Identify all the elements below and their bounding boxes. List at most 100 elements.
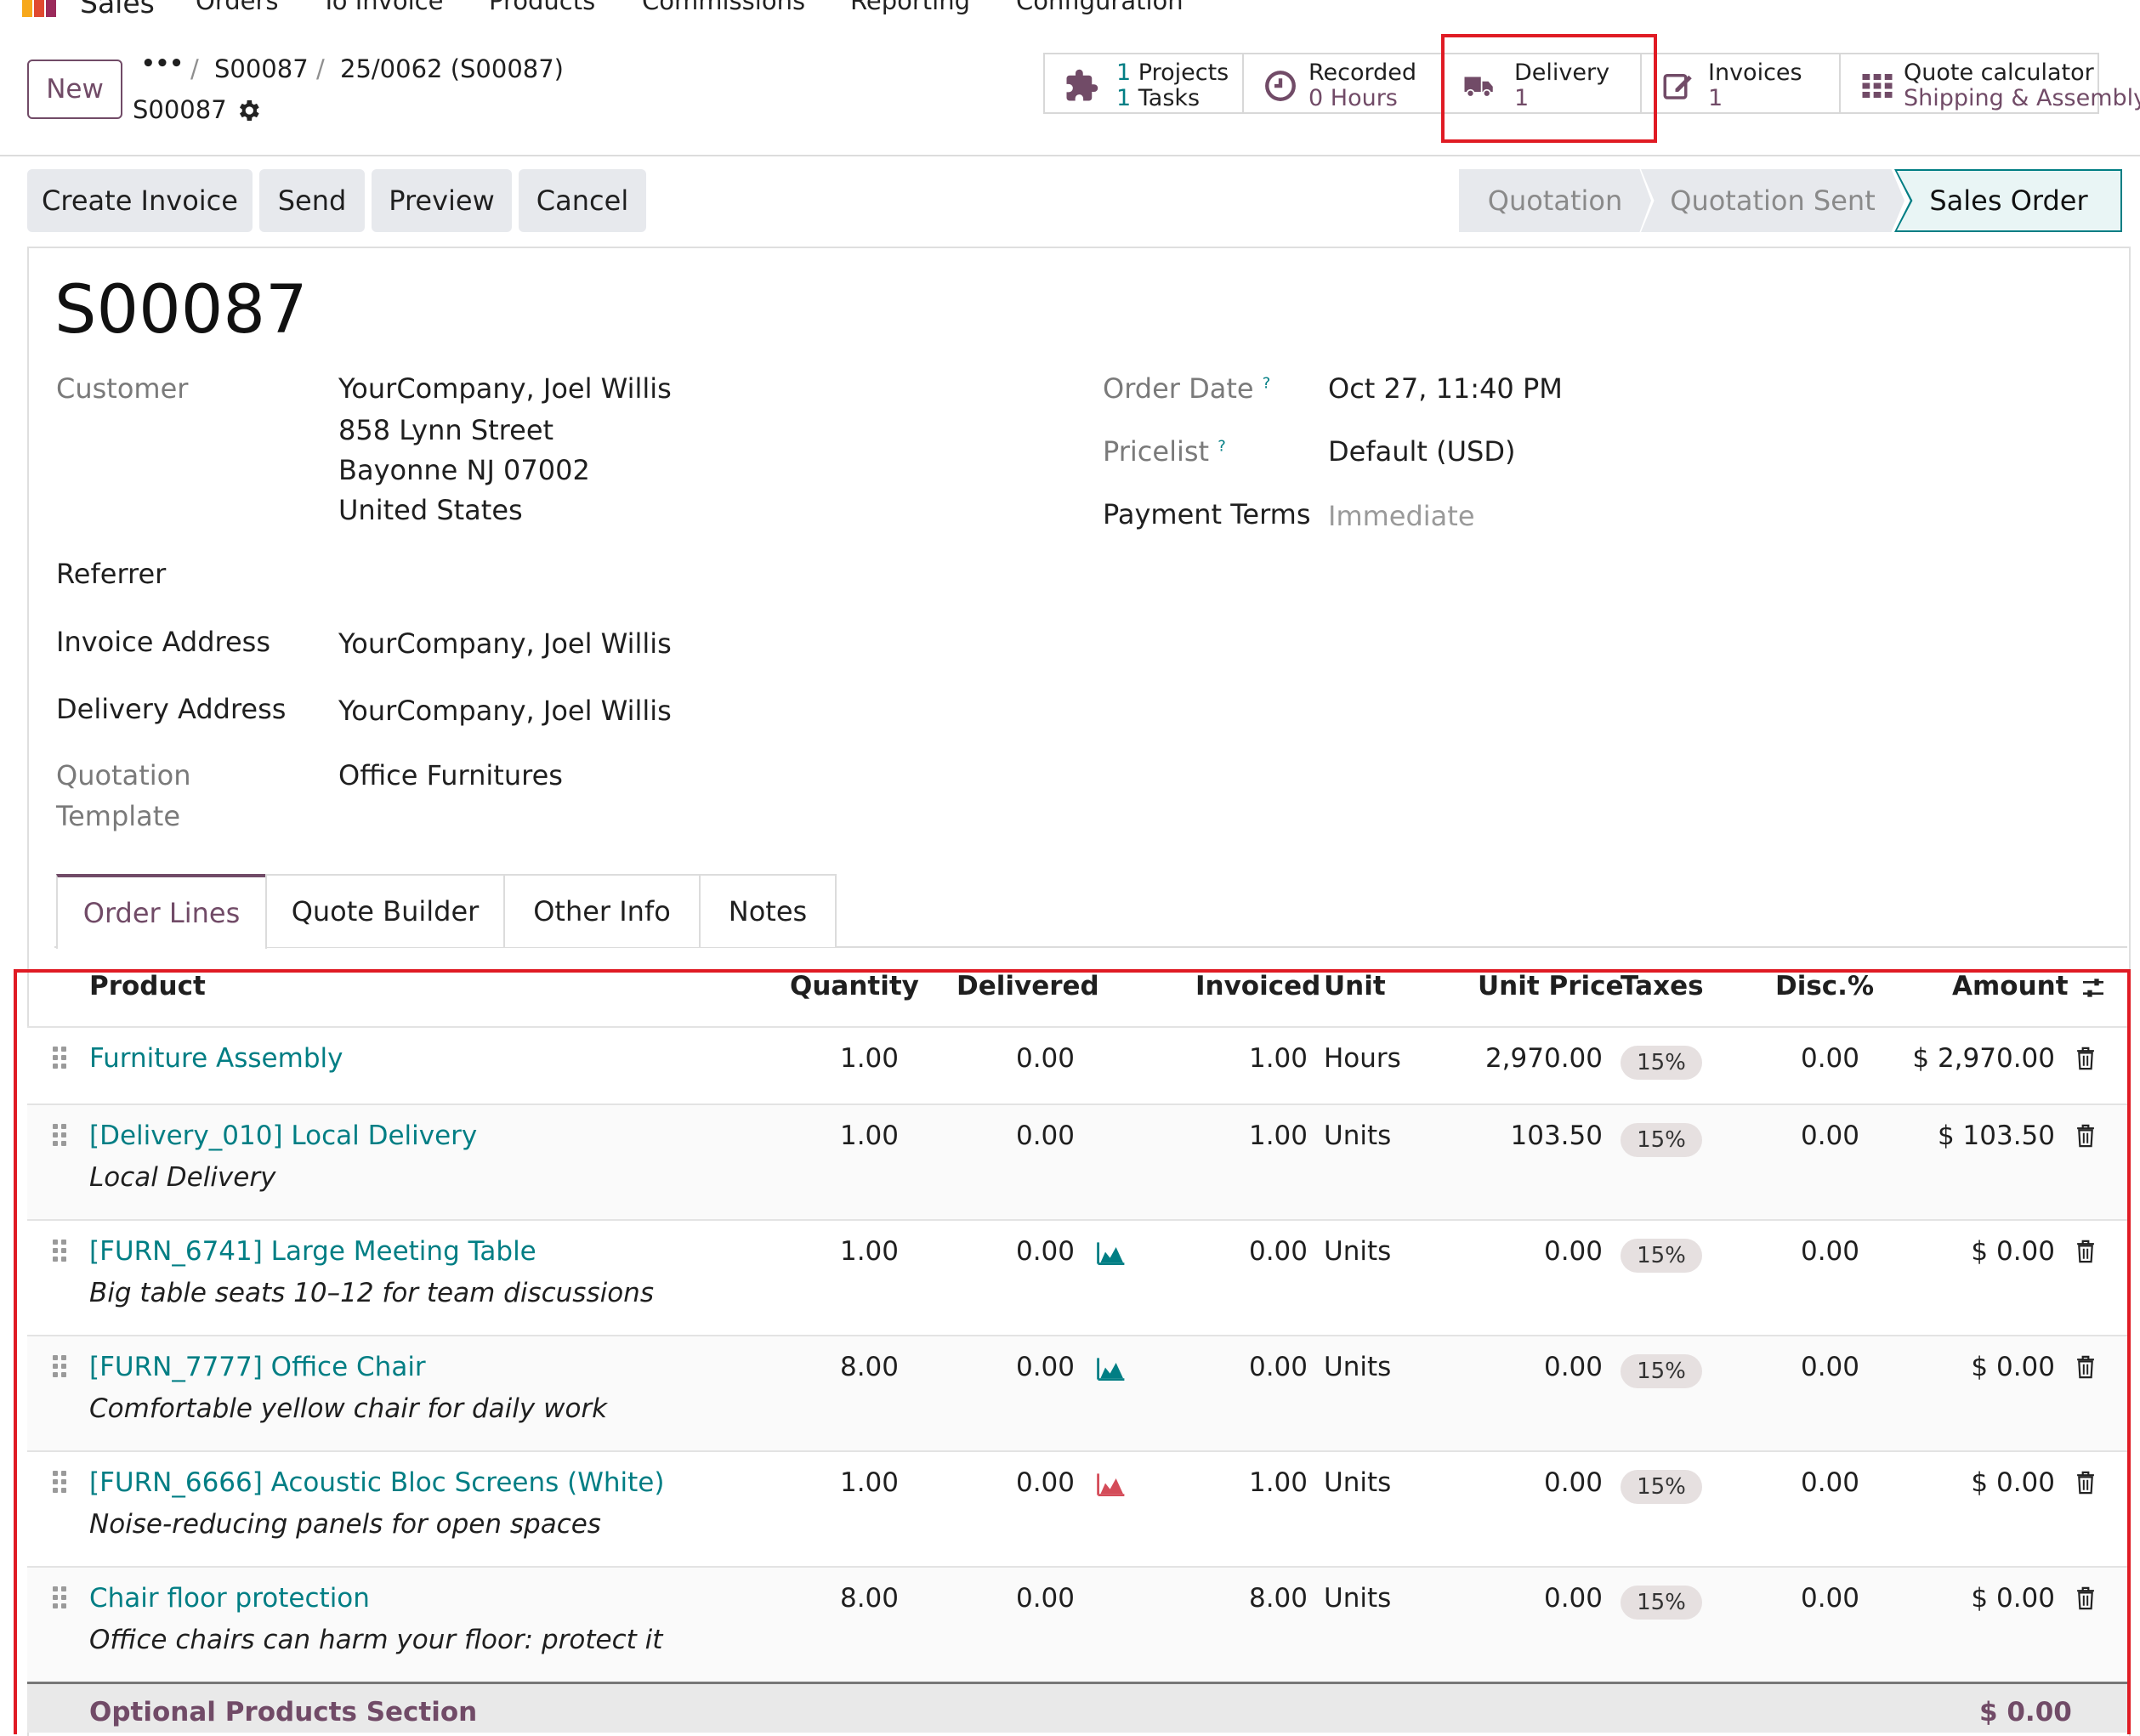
discount-value[interactable]: 0.00 bbox=[1800, 1043, 1859, 1074]
delivered-value[interactable]: 0.00 bbox=[1015, 1043, 1075, 1074]
quantity-value[interactable]: 1.00 bbox=[839, 1236, 899, 1267]
discount-value[interactable]: 0.00 bbox=[1800, 1120, 1859, 1151]
drag-handle-icon[interactable] bbox=[53, 1586, 68, 1610]
unit-price-value[interactable]: 0.00 bbox=[1543, 1352, 1603, 1382]
unit-price-value[interactable]: 103.50 bbox=[1510, 1120, 1603, 1151]
new-button[interactable]: New bbox=[27, 60, 122, 119]
col-taxes[interactable]: Taxes bbox=[1621, 971, 1704, 1001]
product-name[interactable]: [FURN_6741] Large Meeting Table bbox=[89, 1236, 536, 1267]
product-name[interactable]: Furniture Assembly bbox=[89, 1043, 343, 1074]
send-button[interactable]: Send bbox=[259, 169, 365, 232]
delivered-value[interactable]: 0.00 bbox=[1015, 1467, 1075, 1498]
col-amount[interactable]: Amount bbox=[1952, 971, 2069, 1001]
product-name[interactable]: [Delivery_010] Local Delivery bbox=[89, 1120, 478, 1151]
trash-icon[interactable] bbox=[2076, 1124, 2095, 1148]
col-quantity[interactable]: Quantity bbox=[790, 971, 919, 1001]
product-name[interactable]: Chair floor protection bbox=[89, 1583, 370, 1614]
unit-value[interactable]: Units bbox=[1324, 1120, 1392, 1151]
menu-orders[interactable]: Orders bbox=[196, 0, 279, 15]
discount-value[interactable]: 0.00 bbox=[1800, 1236, 1859, 1267]
tax-badge[interactable]: 15% bbox=[1621, 1046, 1702, 1080]
tax-badge[interactable]: 15% bbox=[1621, 1239, 1702, 1273]
tab-quote-builder[interactable]: Quote Builder bbox=[265, 874, 505, 947]
preview-button[interactable]: Preview bbox=[372, 169, 512, 232]
trash-icon[interactable] bbox=[2076, 1355, 2095, 1379]
forecast-chart-icon[interactable] bbox=[1097, 1357, 1126, 1381]
recorded-hours-button[interactable]: Recorded 0 Hours bbox=[1242, 53, 1443, 114]
unit-price-value[interactable]: 2,970.00 bbox=[1484, 1043, 1603, 1074]
create-invoice-button[interactable]: Create Invoice bbox=[27, 169, 253, 232]
tab-order-lines[interactable]: Order Lines bbox=[56, 874, 267, 949]
quantity-value[interactable]: 1.00 bbox=[839, 1120, 899, 1151]
stage-quotation[interactable]: Quotation bbox=[1459, 169, 1651, 232]
discount-value[interactable]: 0.00 bbox=[1800, 1467, 1859, 1498]
optional-columns-icon[interactable] bbox=[2078, 974, 2109, 1001]
breadcrumb-item-order[interactable]: S00087 bbox=[214, 54, 309, 83]
unit-price-value[interactable]: 0.00 bbox=[1543, 1583, 1603, 1614]
stage-sales-order[interactable]: Sales Order bbox=[1897, 171, 2120, 230]
unit-value[interactable]: Units bbox=[1324, 1352, 1392, 1382]
table-row[interactable] bbox=[27, 1450, 2127, 1566]
product-name[interactable]: [FURN_7777] Office Chair bbox=[89, 1352, 426, 1382]
tab-notes[interactable]: Notes bbox=[699, 874, 837, 947]
cancel-button[interactable]: Cancel bbox=[519, 169, 646, 232]
delivered-value[interactable]: 0.00 bbox=[1015, 1583, 1075, 1614]
col-invoiced[interactable]: Invoiced bbox=[1195, 971, 1321, 1001]
product-name[interactable]: [FURN_6666] Acoustic Bloc Screens (White… bbox=[89, 1467, 665, 1498]
discount-value[interactable]: 0.00 bbox=[1800, 1583, 1859, 1614]
tab-other-info[interactable]: Other Info bbox=[503, 874, 701, 947]
tax-badge[interactable]: 15% bbox=[1621, 1586, 1702, 1620]
trash-icon[interactable] bbox=[2076, 1586, 2095, 1610]
col-unit-price[interactable]: Unit Price bbox=[1478, 971, 1624, 1001]
quantity-value[interactable]: 1.00 bbox=[839, 1467, 899, 1498]
trash-icon[interactable] bbox=[2076, 1240, 2095, 1263]
unit-value[interactable]: Units bbox=[1324, 1467, 1392, 1498]
quantity-value[interactable]: 8.00 bbox=[839, 1583, 899, 1614]
forecast-chart-icon[interactable] bbox=[1097, 1241, 1126, 1265]
tax-badge[interactable]: 15% bbox=[1621, 1470, 1702, 1504]
order-date-help-icon[interactable]: ? bbox=[1262, 374, 1271, 393]
delivered-value[interactable]: 0.00 bbox=[1015, 1120, 1075, 1151]
drag-handle-icon[interactable] bbox=[53, 1124, 68, 1148]
menu-commissions[interactable]: Commissions bbox=[642, 0, 806, 15]
col-unit[interactable]: Unit bbox=[1324, 971, 1386, 1001]
unit-value[interactable]: Units bbox=[1324, 1583, 1392, 1614]
quantity-value[interactable]: 1.00 bbox=[839, 1043, 899, 1074]
unit-value[interactable]: Hours bbox=[1324, 1043, 1401, 1074]
menu-to-invoice[interactable]: To Invoice bbox=[321, 0, 444, 15]
tax-badge[interactable]: 15% bbox=[1621, 1123, 1702, 1157]
quote-calculator-button[interactable]: Quote calculator Shipping & Assembly bbox=[1839, 53, 2140, 114]
invoices-button[interactable]: Invoices 1 bbox=[1640, 53, 1841, 114]
menu-configuration[interactable]: Configuration bbox=[1016, 0, 1184, 15]
projects-tasks-button[interactable]: 1 Projects 1 Tasks bbox=[1043, 53, 1244, 114]
unit-price-value[interactable]: 0.00 bbox=[1543, 1236, 1603, 1267]
quotation-template-link[interactable]: Office Furnitures bbox=[338, 759, 563, 791]
menu-products[interactable]: Products bbox=[489, 0, 596, 15]
drag-handle-icon[interactable] bbox=[53, 1047, 68, 1070]
payment-terms-field[interactable]: Immediate bbox=[1328, 500, 1475, 532]
unit-price-value[interactable]: 0.00 bbox=[1543, 1467, 1603, 1498]
drag-handle-icon[interactable] bbox=[53, 1471, 68, 1495]
table-row[interactable] bbox=[27, 1219, 2127, 1335]
trash-icon[interactable] bbox=[2076, 1471, 2095, 1495]
drag-handle-icon[interactable] bbox=[53, 1355, 68, 1379]
tax-badge[interactable]: 15% bbox=[1621, 1354, 1702, 1388]
delivered-value[interactable]: 0.00 bbox=[1015, 1236, 1075, 1267]
table-row[interactable] bbox=[27, 1103, 2127, 1219]
delivery-button[interactable]: Delivery 1 bbox=[1441, 53, 1642, 114]
customer-link[interactable]: YourCompany, Joel Willis bbox=[338, 372, 672, 405]
trash-icon[interactable] bbox=[2076, 1047, 2095, 1070]
pricelist-help-icon[interactable]: ? bbox=[1218, 437, 1226, 456]
forecast-chart-icon[interactable] bbox=[1097, 1472, 1126, 1496]
delivered-value[interactable]: 0.00 bbox=[1015, 1352, 1075, 1382]
stage-quotation-sent[interactable]: Quotation Sent bbox=[1641, 169, 1904, 232]
delivery-address-field[interactable]: YourCompany, Joel Willis bbox=[338, 695, 672, 727]
gear-icon[interactable] bbox=[235, 97, 262, 124]
menu-reporting[interactable]: Reporting bbox=[850, 0, 970, 15]
pricelist-field[interactable]: Default (USD) bbox=[1328, 435, 1516, 468]
col-product[interactable]: Product bbox=[89, 971, 206, 1001]
sales-app-icon[interactable] bbox=[22, 0, 61, 17]
breadcrumb-item-invoice[interactable]: 25/0062 (S00087) bbox=[340, 54, 564, 83]
table-row[interactable] bbox=[27, 1566, 2127, 1682]
drag-handle-icon[interactable] bbox=[53, 1240, 68, 1263]
